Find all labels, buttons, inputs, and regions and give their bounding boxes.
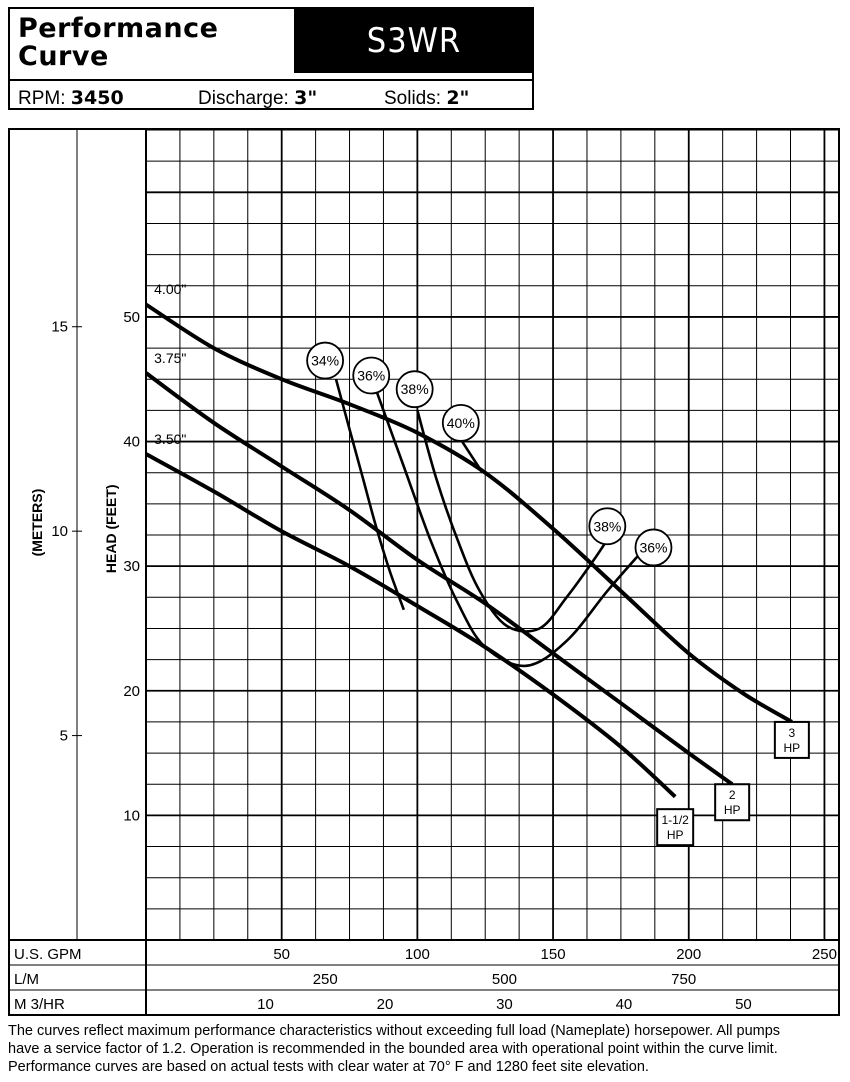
hp-box-label: 2 bbox=[729, 788, 736, 802]
m3-tick-label: 30 bbox=[496, 996, 513, 1013]
efficiency-bubble bbox=[588, 507, 627, 546]
title-line-2: Curve bbox=[18, 41, 109, 72]
performance-chart: 10 20 30 40 50 5 10 15 HEAD (FEET) (METERS) U.S. G… bbox=[8, 128, 840, 1017]
efficiency-label: 38% bbox=[401, 381, 429, 397]
hp-box-unit: HP bbox=[667, 828, 684, 842]
meters-tick-label: 15 bbox=[51, 319, 68, 336]
rpm-value: 3450 bbox=[70, 87, 124, 109]
title-cell: Performance Curve bbox=[10, 9, 296, 73]
x-tick-label: 250 bbox=[812, 946, 837, 963]
lm-axis-label: L/M bbox=[14, 971, 39, 988]
efficiency-label: 36% bbox=[357, 367, 385, 383]
efficiency-label: 34% bbox=[311, 353, 339, 369]
solids-spec: Solids: 2" bbox=[384, 87, 469, 110]
footer-line-1: The curves reflect maximum performance c… bbox=[8, 1023, 781, 1039]
meters-tick-label: 10 bbox=[51, 523, 68, 540]
chart-frame bbox=[8, 128, 840, 1016]
lm-tick-label: 750 bbox=[671, 971, 696, 988]
m3-tick-label: 50 bbox=[735, 996, 752, 1013]
x-tick-label: 100 bbox=[405, 946, 430, 963]
efficiency-bubble bbox=[395, 370, 434, 409]
discharge-spec: Discharge: 3" bbox=[198, 87, 317, 110]
y-axis-title: HEAD (FEET) bbox=[103, 484, 119, 573]
hp-box-label: 1-1/2 bbox=[661, 813, 689, 827]
title-line-1: Performance bbox=[18, 13, 219, 44]
efficiency-bubble bbox=[634, 528, 673, 567]
lm-tick-label: 250 bbox=[313, 971, 338, 988]
head-curve bbox=[145, 452, 677, 799]
rpm-label: RPM: bbox=[18, 88, 66, 109]
impeller-label: 3.75" bbox=[154, 350, 186, 366]
y-tick-label: 20 bbox=[123, 683, 140, 700]
chart-container: 10 20 30 40 50 5 10 15 HEAD (FEET) (METERS) U.S. G… bbox=[8, 128, 840, 1017]
meters-axis-title: (METERS) bbox=[29, 489, 45, 557]
hp-box-label: 3 bbox=[789, 726, 796, 740]
m3-axis-label: M 3/HR bbox=[14, 996, 65, 1013]
model-name: S3WR bbox=[296, 9, 532, 73]
header-block: Performance Curve S3WR RPM: 3450 Dischar… bbox=[8, 7, 534, 110]
gpm-axis-label: U.S. GPM bbox=[14, 946, 82, 963]
head-curve bbox=[144, 302, 793, 724]
efficiency-bubble bbox=[352, 356, 391, 395]
solids-value: 2" bbox=[446, 87, 470, 109]
efficiency-label: 36% bbox=[639, 539, 667, 555]
y-tick-label: 50 bbox=[123, 309, 140, 326]
efficiency-curve-34 bbox=[334, 378, 406, 611]
hp-box bbox=[656, 808, 695, 847]
footer-line-3: Performance curves are based on actual t… bbox=[8, 1059, 649, 1075]
rpm-spec: RPM: 3450 bbox=[18, 87, 124, 110]
hp-box bbox=[714, 783, 751, 822]
head-curve bbox=[144, 371, 734, 786]
m3-tick-label: 10 bbox=[257, 996, 274, 1013]
lm-tick-label: 500 bbox=[492, 971, 517, 988]
meters-tick-label: 5 bbox=[60, 728, 68, 745]
efficiency-curve-38 bbox=[416, 410, 614, 633]
solids-label: Solids: bbox=[384, 88, 442, 109]
efficiency-label: 38% bbox=[593, 518, 621, 534]
y-tick-label: 40 bbox=[123, 434, 140, 451]
y-tick-label: 10 bbox=[123, 807, 140, 824]
efficiency-bubble bbox=[441, 403, 480, 442]
efficiency-label: 40% bbox=[447, 415, 475, 431]
footer-line-2: have a service factor of 1.2. Operation … bbox=[8, 1041, 778, 1057]
discharge-value: 3" bbox=[294, 87, 318, 109]
x-tick-label: 50 bbox=[273, 946, 290, 963]
discharge-label: Discharge: bbox=[198, 88, 289, 109]
m3-tick-label: 20 bbox=[377, 996, 394, 1013]
spec-row: RPM: 3450 Discharge: 3" Solids: 2" bbox=[10, 79, 532, 110]
x-tick-label: 200 bbox=[676, 946, 701, 963]
y-tick-label: 30 bbox=[123, 558, 140, 575]
x-tick-label: 150 bbox=[541, 946, 566, 963]
m3-tick-label: 40 bbox=[616, 996, 633, 1013]
impeller-label: 4.00" bbox=[154, 281, 186, 297]
hp-box-unit: HP bbox=[724, 803, 741, 817]
efficiency-bubble bbox=[306, 341, 345, 380]
impeller-label: 3.50" bbox=[154, 431, 186, 447]
hp-box bbox=[773, 720, 810, 759]
hp-box-unit: HP bbox=[784, 741, 801, 755]
footer-notes: The curves reflect maximum performance c… bbox=[8, 1022, 844, 1076]
